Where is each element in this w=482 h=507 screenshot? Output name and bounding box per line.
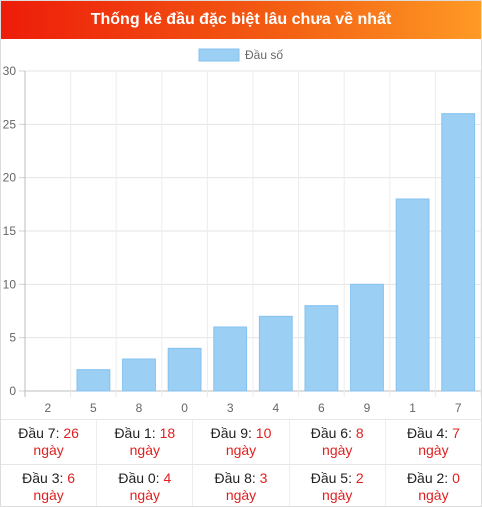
stats-unit: ngày [129,442,160,458]
y-tick-label: 10 [3,277,17,291]
x-tick-label: 9 [364,401,371,415]
stats-cell-label: Đầu 4: 7 [386,425,481,442]
stats-cell-label: Đầu 9: 10 [193,425,288,442]
stats-digit: Đầu 2: [406,470,453,486]
stats-days-value: 7 [452,425,460,441]
stats-table: Đầu 7: 26 ngày Đầu 1: 18 ngày Đầu 9: 10 ngày Đ… [1,419,481,506]
stats-digit: Đầu 1: [114,425,160,441]
stats-days-value: 26 [63,425,79,441]
stats-cell: Đầu 4: 7 ngày [386,420,481,464]
bar [76,369,111,392]
x-tick-label: 7 [455,401,462,415]
stats-digit: Đầu 6: [310,425,356,441]
stats-cell-label: Đầu 5: 2 [290,470,385,487]
bar [350,283,384,392]
y-tick-label: 5 [9,331,16,345]
bar [122,358,156,392]
x-tick-label: 2 [44,401,51,415]
stats-cell: Đầu 0: 4 ngày [97,465,194,506]
x-tick-label: 4 [272,401,279,415]
stats-digit: Đầu 7: [18,425,64,441]
bar [441,113,476,392]
bar [258,315,293,392]
stats-cell: Đầu 2: 0 ngày [386,465,481,506]
chart-title: Thống kê đầu đặc biệt lâu chưa về nhất [90,11,392,28]
stats-digit: Đầu 0: [118,470,164,486]
stats-unit: ngày [418,442,449,458]
x-tick-label: 1 [409,401,416,415]
stats-unit: ngày [322,487,353,503]
y-tick-label: 20 [3,171,17,185]
stats-cell: Đầu 8: 3 ngày [193,465,290,506]
stats-days-value: 2 [355,470,364,486]
bar [213,326,248,392]
stats-cell-label: Đầu 0: 4 [97,470,192,487]
stats-days-value: 6 [67,470,76,486]
stats-unit: ngày [225,442,257,458]
x-tick-label: 8 [136,401,143,415]
stats-cell-label: Đầu 7: 26 [1,425,96,442]
stats-cell: Đầu 6: 8 ngày [290,420,386,464]
bar [395,198,430,392]
stats-cell-label: Đầu 8: 3 [193,470,288,487]
stats-days-value: 4 [163,470,172,486]
stats-cell: Đầu 1: 18 ngày [97,420,194,464]
stats-cell: Đầu 3: 6 ngày [1,465,98,506]
stats-unit: ngày [322,442,353,458]
y-tick-label: 15 [3,224,17,238]
stats-days-value: 3 [259,470,268,486]
bar-chart-area: Đầu số 0 5 10 15 20 25 30 2 5 8 0 3 4 6 9 1 7 [1,39,481,419]
stats-days-value: 10 [255,425,272,441]
y-tick-label: 25 [3,117,17,131]
stats-row: Đầu 7: 26 ngày Đầu 1: 18 ngày Đầu 9: 10 ngày Đ… [1,419,481,464]
x-tick-label: 0 [181,401,188,415]
stats-cell: Đầu 9: 10 ngày [193,420,290,464]
stats-cell: Đầu 5: 2 ngày [290,465,386,506]
x-tick-label: 3 [227,401,234,415]
stats-days-value: 8 [355,425,364,441]
y-tick-label: 0 [9,384,16,398]
stats-cell: Đầu 7: 26 ngày [1,420,98,464]
stats-unit: ngày [129,487,160,503]
bar [167,347,202,392]
stats-digit: Đầu 3: [22,470,68,486]
chart-header: Thống kê đầu đặc biệt lâu chưa về nhất [1,1,481,39]
bar [304,305,339,392]
stats-cell-label: Đầu 2: 0 [386,470,481,487]
stats-unit: ngày [33,442,64,458]
stats-digit: Đầu 8: [214,470,260,486]
stats-days-value: 18 [159,425,176,441]
stats-unit: ngày [33,487,64,503]
stats-digit: Đầu 9: [210,425,256,441]
stats-cell-label: Đầu 6: 8 [290,425,385,442]
stats-unit: ngày [418,487,449,503]
stats-cell-label: Đầu 3: 6 [1,470,96,487]
x-tick-label: 6 [318,401,325,415]
stats-digit: Đầu 5: [310,470,356,486]
stats-row: Đầu 3: 6 ngày Đầu 0: 4 ngày Đầu 8: 3 ngày Đầu … [1,464,481,506]
x-tick-label: 5 [90,401,97,415]
stats-cell-label: Đầu 1: 18 [97,425,192,442]
legend-label: Đầu số [245,48,283,62]
stats-days-value: 0 [452,470,460,486]
y-tick-label: 30 [3,64,17,78]
legend-swatch [198,48,240,62]
stats-digit: Đầu 4: [406,425,453,441]
stats-unit: ngày [225,487,257,503]
